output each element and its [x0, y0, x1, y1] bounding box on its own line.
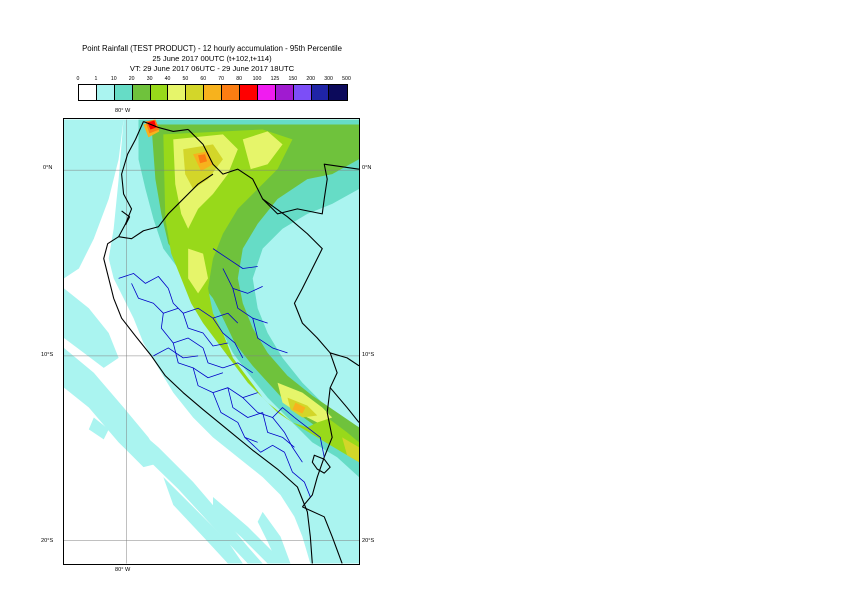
legend-threshold-label: 500 — [342, 76, 351, 82]
rainfall-legend: 0 1 10 20 30 40 50 60 70 80 100 125 150 200 300 500 — [76, 76, 351, 102]
legend-threshold-label: 1 — [94, 76, 98, 82]
legend-threshold-label: 40 — [164, 76, 171, 82]
legend-box-12 — [293, 85, 312, 100]
lat-label-left-10: 10°S — [41, 352, 54, 358]
legend-box-8 — [222, 85, 241, 100]
legend-box-6 — [186, 85, 205, 100]
legend-box-5 — [168, 85, 187, 100]
region-borders — [118, 248, 325, 498]
legend-box-1 — [96, 85, 115, 100]
rain-band-30mm — [163, 129, 359, 463]
legend-threshold-label: 200 — [306, 76, 316, 82]
legend-color-boxes — [78, 84, 349, 101]
lon-label-top: 80° W — [115, 108, 131, 114]
legend-threshold-label: 50 — [182, 76, 189, 82]
legend-threshold-label: 300 — [324, 76, 333, 82]
base-time: 25 June 2017 00UTC (t+102,t+114) — [152, 54, 272, 63]
legend-threshold-label: 60 — [200, 76, 207, 82]
legend-box-3 — [132, 85, 151, 100]
legend-threshold-label: 0 — [76, 76, 80, 82]
map-canvas — [63, 118, 360, 565]
legend-threshold-label: 30 — [146, 76, 153, 82]
legend-threshold-label: 70 — [218, 76, 225, 82]
legend-threshold-label: 20 — [128, 76, 135, 82]
rainfall-map: 80° W 80° W 0°N 0°N 10°S 10°S 20°S 20°S — [41, 108, 374, 573]
legend-box-4 — [150, 85, 169, 100]
legend-threshold-label: 80 — [236, 76, 242, 82]
lon-label-bottom: 80° W — [115, 567, 131, 573]
product-title: Point Rainfall (TEST PRODUCT) - 12 hourl… — [82, 44, 342, 53]
legend-threshold-label: 150 — [288, 76, 298, 82]
lat-label-right-0: 0°N — [362, 165, 372, 171]
lat-label-left-20: 20°S — [41, 538, 54, 544]
lat-label-right-10: 10°S — [362, 352, 375, 358]
legend-box-7 — [204, 85, 223, 100]
legend-box-10 — [257, 85, 276, 100]
lat-label-right-20: 20°S — [362, 538, 375, 544]
legend-box-0 — [79, 85, 97, 100]
legend-box-9 — [240, 85, 258, 100]
legend-threshold-label: 125 — [270, 76, 280, 82]
chart-header: Point Rainfall (TEST PRODUCT) - 12 hourl… — [0, 44, 424, 74]
legend-threshold-label: 100 — [252, 76, 262, 82]
legend-thresholds: 0 1 10 20 30 40 50 60 70 80 100 125 150 200 300 500 — [76, 76, 351, 84]
legend-threshold-label: 10 — [110, 76, 117, 82]
legend-box-13 — [311, 85, 330, 100]
offshore-light-rain — [64, 119, 291, 564]
country-borders — [103, 120, 359, 564]
lat-label-left-0: 0°N — [43, 165, 53, 171]
legend-box-14 — [329, 85, 348, 100]
legend-box-11 — [275, 85, 294, 100]
graticule — [64, 119, 359, 564]
legend-box-2 — [114, 85, 133, 100]
valid-time: VT: 29 June 2017 06UTC - 29 June 2017 18… — [129, 64, 295, 73]
